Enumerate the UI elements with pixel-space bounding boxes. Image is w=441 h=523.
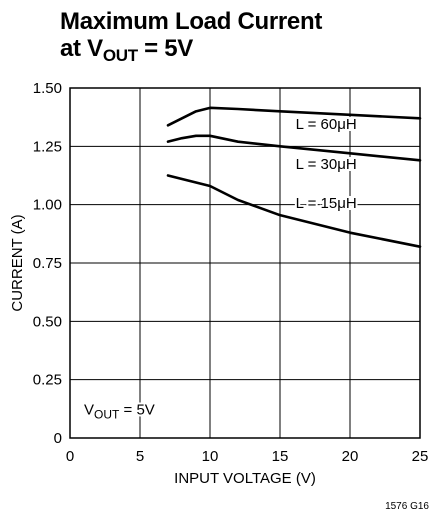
- series-label: L = 60μH: [296, 116, 357, 133]
- x-tick-label: 25: [412, 448, 429, 465]
- chart-title-line-2: at VOUT = 5V: [60, 35, 194, 65]
- y-axis-label: CURRENT (A): [9, 214, 26, 311]
- x-axis-label: INPUT VOLTAGE (V): [174, 470, 316, 487]
- series-line: [166, 174, 422, 248]
- y-tick-label: 0.25: [33, 372, 62, 389]
- vout-annotation-sub: OUT: [94, 408, 120, 422]
- vout-annotation-suffix: = 5V: [119, 402, 154, 419]
- series-line: [166, 106, 422, 127]
- vout-annotation-prefix: V: [84, 402, 94, 419]
- x-tick-label: 15: [272, 448, 289, 465]
- x-tick-label: 0: [66, 448, 74, 465]
- y-tick-label: 0.75: [33, 255, 62, 272]
- y-tick-label: 1.00: [33, 197, 62, 214]
- figure-code: 1576 G16: [385, 501, 429, 512]
- series-label: L = 15μH: [296, 195, 357, 212]
- x-tick-label: 20: [342, 448, 359, 465]
- chart-title-line-1: Maximum Load Current: [60, 8, 323, 35]
- x-tick-label: 10: [202, 448, 219, 465]
- y-tick-label: 1.25: [33, 138, 62, 155]
- chart-title: Maximum Load Current at VOUT = 5V: [60, 8, 390, 69]
- y-tick-label: 0: [54, 430, 62, 447]
- vout-annotation: VOUT = 5V: [84, 402, 155, 422]
- series-label: L = 30μH: [296, 156, 357, 173]
- x-tick-label: 5: [136, 448, 144, 465]
- plot-frame: [69, 87, 421, 439]
- y-tick-label: 1.50: [33, 80, 62, 97]
- series-line: [166, 134, 422, 162]
- y-tick-label: 0.50: [33, 313, 62, 330]
